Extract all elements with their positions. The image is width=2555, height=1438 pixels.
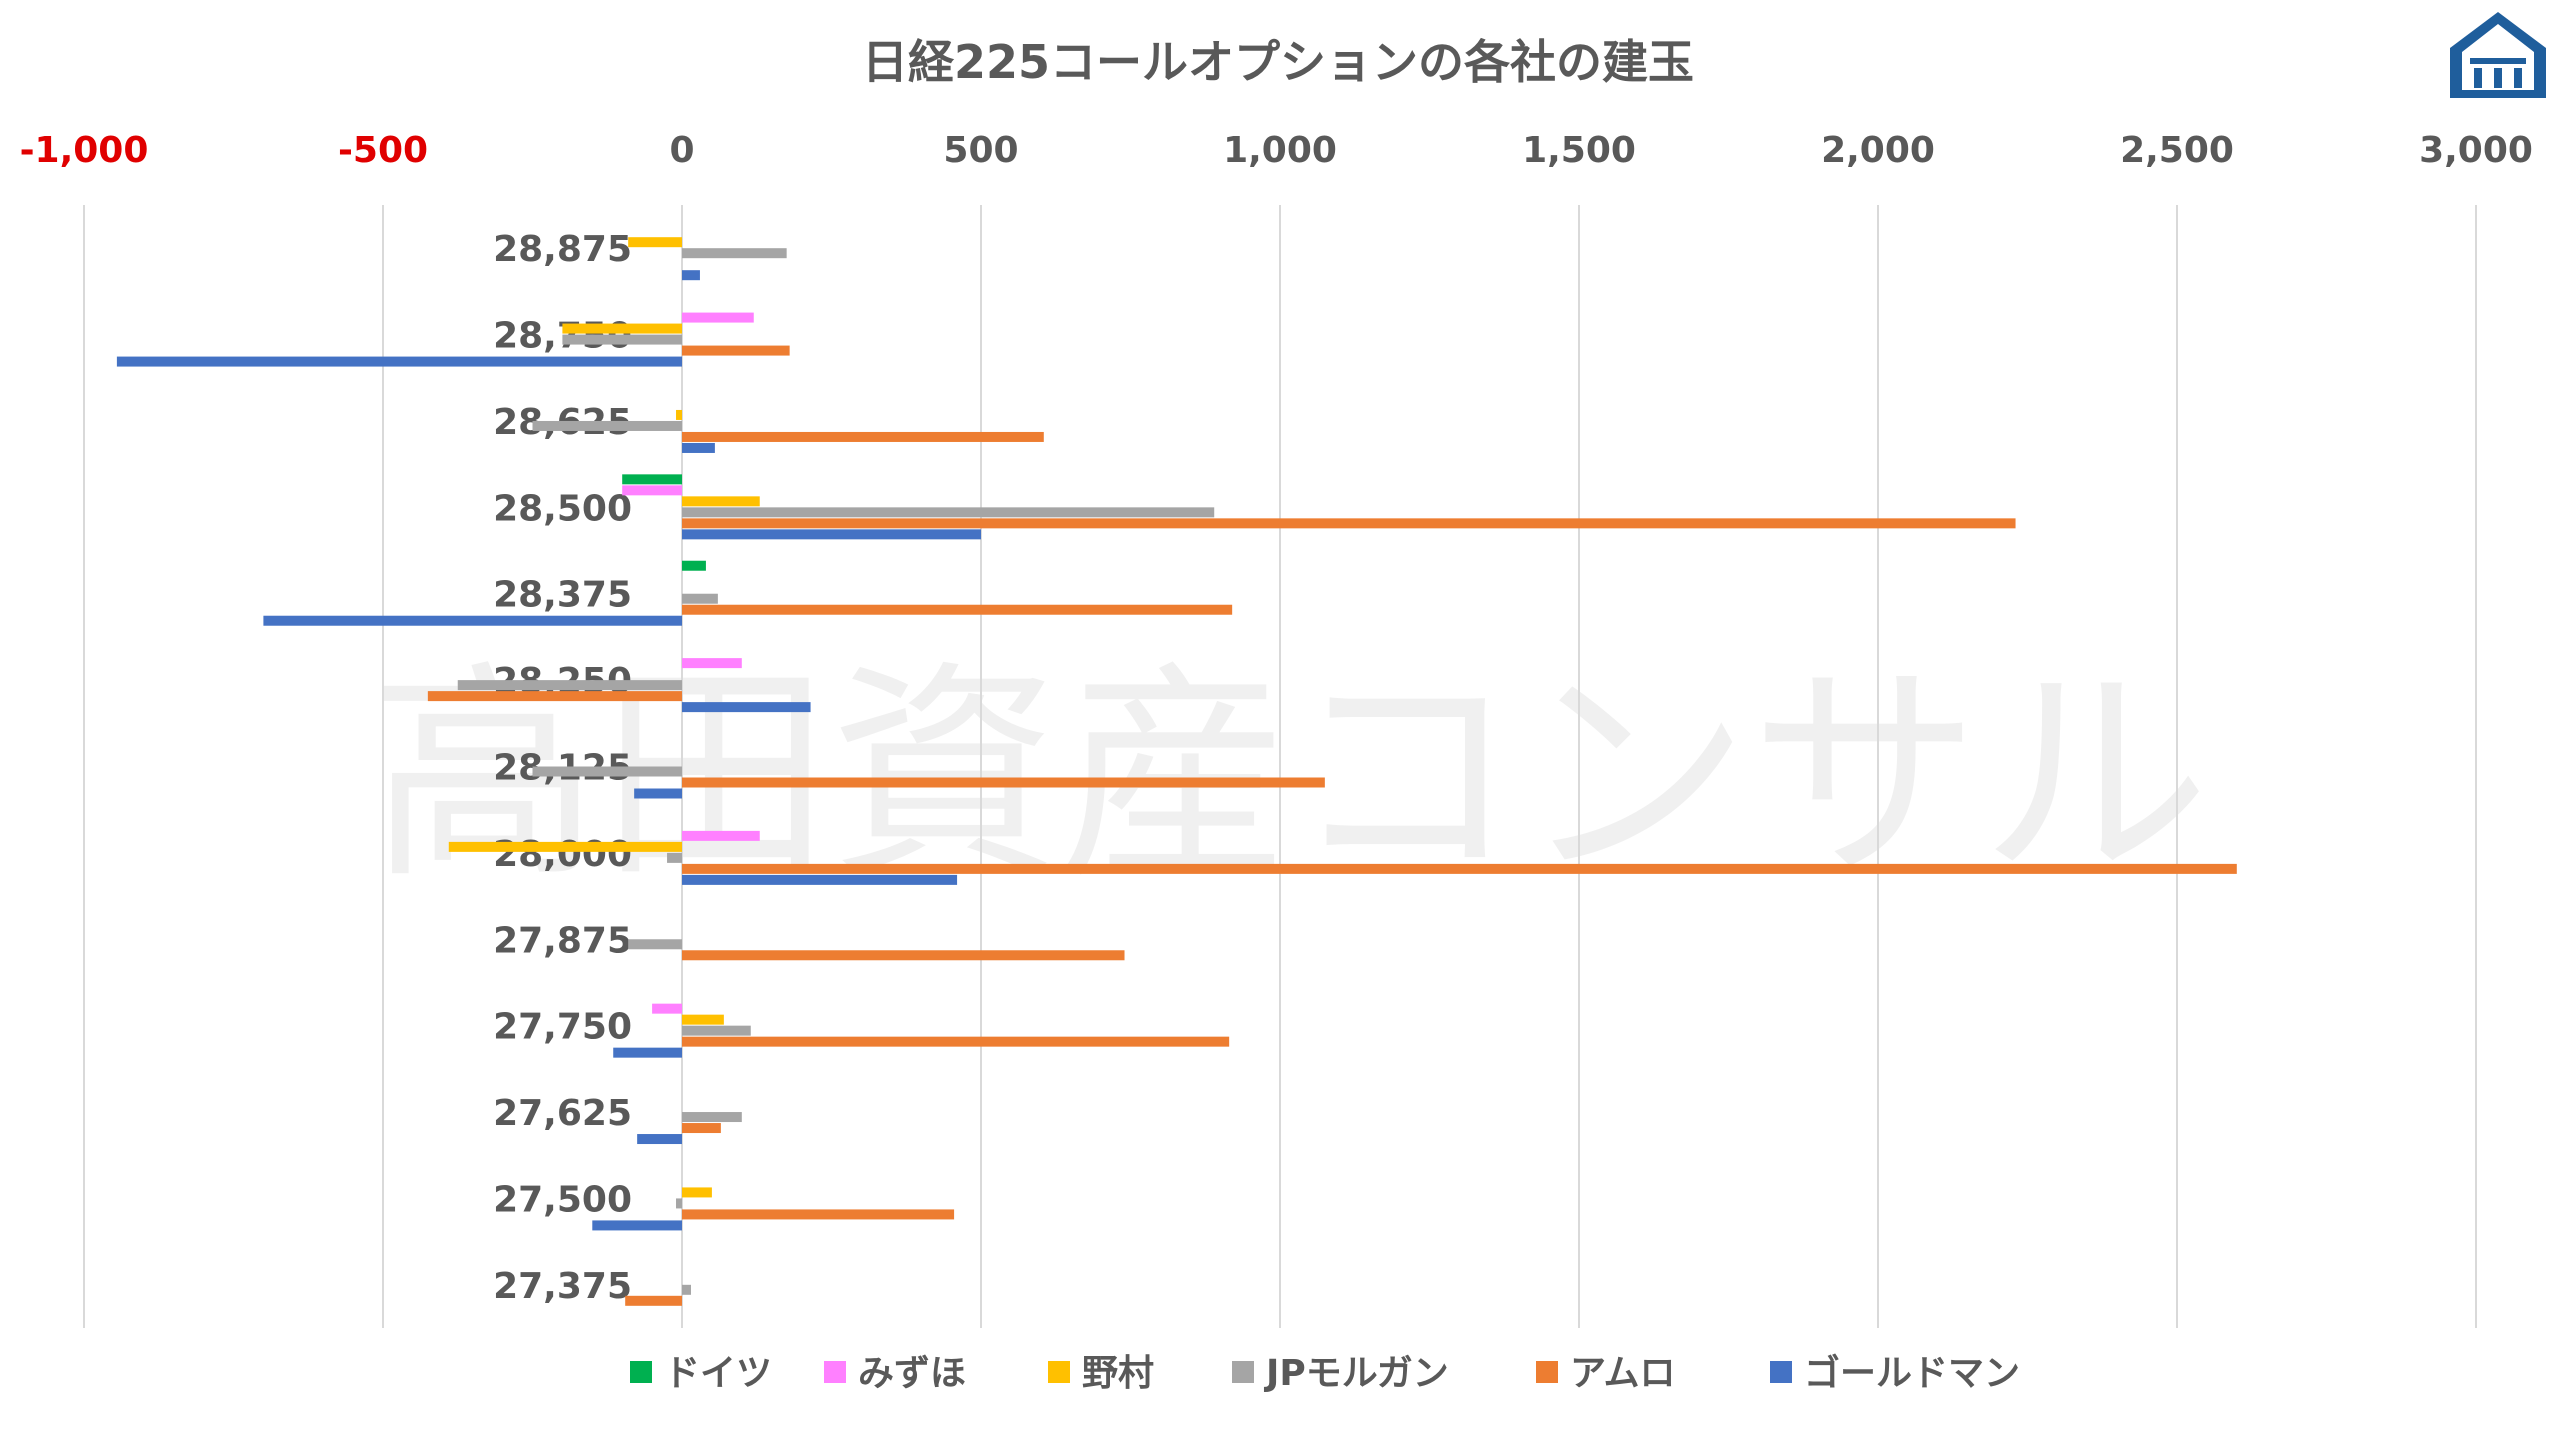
bar [562,323,682,334]
legend-label: JPモルガン [1263,1353,1449,1394]
bar [622,474,682,485]
bar [682,950,1125,961]
x-tick-label: 3,000 [2419,130,2533,171]
bar [682,507,1215,518]
bar [427,691,682,702]
bar [448,841,682,852]
bar [682,1187,712,1198]
x-tick-label: 2,000 [1821,130,1935,171]
bar [682,1284,691,1295]
bar [682,518,2016,529]
bar [667,852,682,863]
bar [532,766,682,777]
bar [116,356,682,367]
bar [682,658,742,669]
legend-label: 野村 [1082,1353,1154,1394]
bar [682,777,1325,788]
bar [622,485,682,496]
bar [682,431,1044,442]
legend-swatch [824,1361,846,1383]
x-axis-ticks: -1,000 -500 0 500 1,000 1,500 2,000 2,500 3,000 [20,130,2533,171]
legend-label: ゴールドマン [1804,1352,2020,1394]
legend-label: ドイツ [664,1353,772,1394]
bar [682,442,715,453]
bar [682,604,1233,615]
bars [116,237,2237,1306]
bar [457,680,682,691]
legend-swatch [1048,1361,1070,1383]
bar [625,1295,682,1306]
x-tick-label: 2,500 [2120,130,2234,171]
bar [562,334,682,345]
y-tick-label: 27,875 [493,920,632,961]
bar [637,1134,682,1145]
bar [682,1209,955,1220]
bar [652,1003,682,1014]
bar [628,939,682,950]
bar [682,345,790,356]
x-tick-label: -1,000 [20,130,149,171]
y-tick-label: 27,625 [493,1093,632,1134]
bar [263,615,682,626]
x-tick-label: 500 [943,130,1018,171]
bar [682,248,787,259]
chart-title: 日経225コールオプションの各社の建玉 [862,35,1694,89]
legend-swatch [1536,1361,1558,1383]
bar [676,1198,682,1209]
bar [682,1123,721,1134]
bar [628,237,682,248]
bar [682,830,760,841]
bar [682,874,958,885]
bar [682,1036,1230,1047]
legend-swatch [1770,1361,1792,1383]
bar [682,270,700,281]
bar [682,312,754,323]
bar [682,560,706,571]
y-tick-label: 28,000 [493,834,632,875]
bar [592,1220,682,1231]
y-axis-ticks: 28,87528,75028,62528,50028,37528,25028,1… [493,229,632,1307]
x-tick-label: 1,500 [1522,130,1636,171]
bar [532,420,682,431]
y-tick-label: 27,375 [493,1266,632,1307]
legend-swatch [1232,1361,1254,1383]
bar [682,702,811,713]
house-logo-icon [2450,12,2546,98]
bar [613,1047,682,1058]
bar [682,863,2237,874]
bar [682,529,981,540]
logo [2450,12,2546,98]
x-tick-label: -500 [338,130,428,171]
y-tick-label: 27,500 [493,1179,632,1220]
bar [682,1025,751,1036]
y-tick-label: 28,875 [493,229,632,270]
legend-swatch [630,1361,652,1383]
x-tick-label: 0 [669,130,694,171]
legend: ドイツ みずほ 野村 JPモルガン アムロ ゴールドマン [630,1352,2020,1394]
x-tick-label: 1,000 [1223,130,1337,171]
bar [682,1112,742,1123]
bar [682,593,718,604]
y-tick-label: 27,750 [493,1007,632,1048]
bar [634,788,682,799]
legend-label: アムロ [1570,1353,1675,1394]
bar [676,409,682,420]
bar [682,1014,724,1025]
bar [682,496,760,507]
y-tick-label: 28,375 [493,575,632,616]
y-tick-label: 28,500 [493,488,632,529]
legend-label: みずほ [858,1353,966,1394]
